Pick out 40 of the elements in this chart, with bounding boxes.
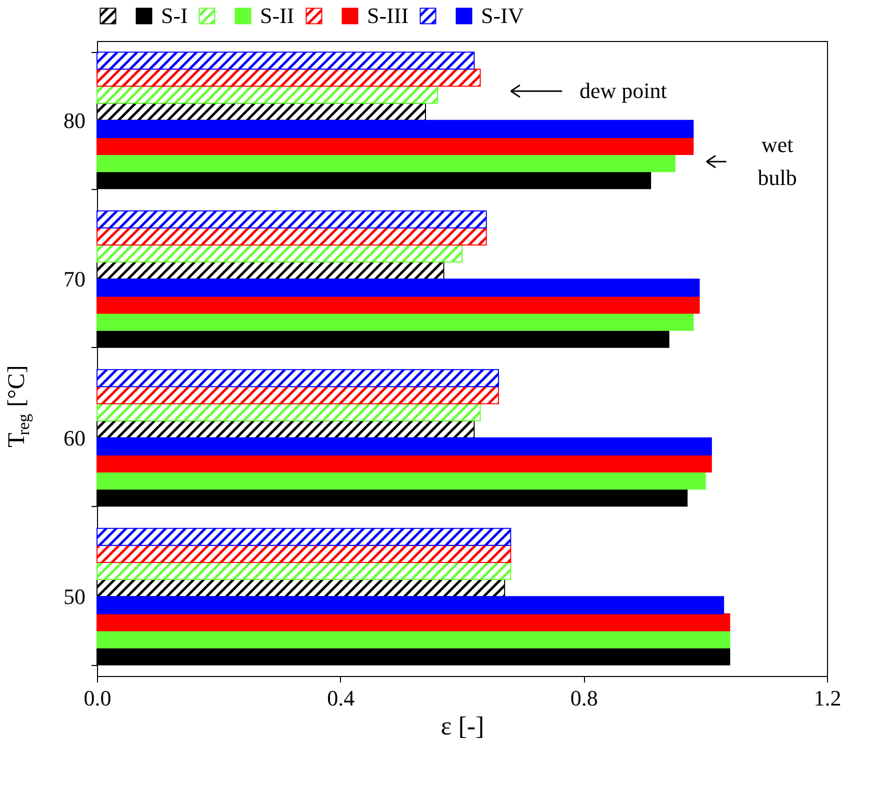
- bar: [96, 528, 512, 546]
- bar: [96, 278, 700, 297]
- legend-label: S-III: [367, 3, 409, 28]
- bar: [96, 544, 512, 563]
- legend-label: S-IV: [481, 3, 524, 28]
- bar: [96, 386, 499, 404]
- bar: [96, 120, 694, 138]
- bar: [96, 437, 712, 456]
- bar: [96, 369, 499, 388]
- bar: [96, 210, 487, 228]
- annotation: dew point: [580, 78, 667, 104]
- bar: [96, 244, 462, 263]
- bar: [96, 52, 475, 70]
- bar: [96, 596, 724, 614]
- annotation: wet bulb: [758, 132, 797, 190]
- bar: [96, 312, 694, 331]
- bar: [96, 472, 706, 490]
- bar: [96, 136, 694, 156]
- bar: [96, 154, 676, 172]
- bar: [96, 68, 481, 87]
- x-tick-label: 0.0: [84, 686, 112, 710]
- bar: [96, 403, 481, 422]
- x-tick-label: 0.8: [570, 686, 598, 710]
- bar: [96, 613, 730, 632]
- bar: [96, 227, 487, 246]
- legend-label: S-I: [161, 3, 188, 28]
- bar: [96, 296, 700, 314]
- bar: [96, 454, 712, 473]
- y-tick-label: 50: [64, 584, 86, 610]
- bar: [96, 630, 730, 648]
- x-axis-title: ε [-]: [440, 712, 484, 740]
- bar: [96, 86, 438, 104]
- y-tick-label: 80: [64, 108, 86, 133]
- x-tick-label: 0.4: [327, 686, 355, 710]
- y-axis-title: Treg [°C]: [4, 365, 33, 448]
- x-tick-label: 1.2: [814, 686, 842, 710]
- y-tick-label: 60: [64, 425, 86, 450]
- y-tick-label: 70: [64, 266, 86, 292]
- legend-label: S-II: [260, 3, 294, 28]
- bar: [96, 562, 512, 580]
